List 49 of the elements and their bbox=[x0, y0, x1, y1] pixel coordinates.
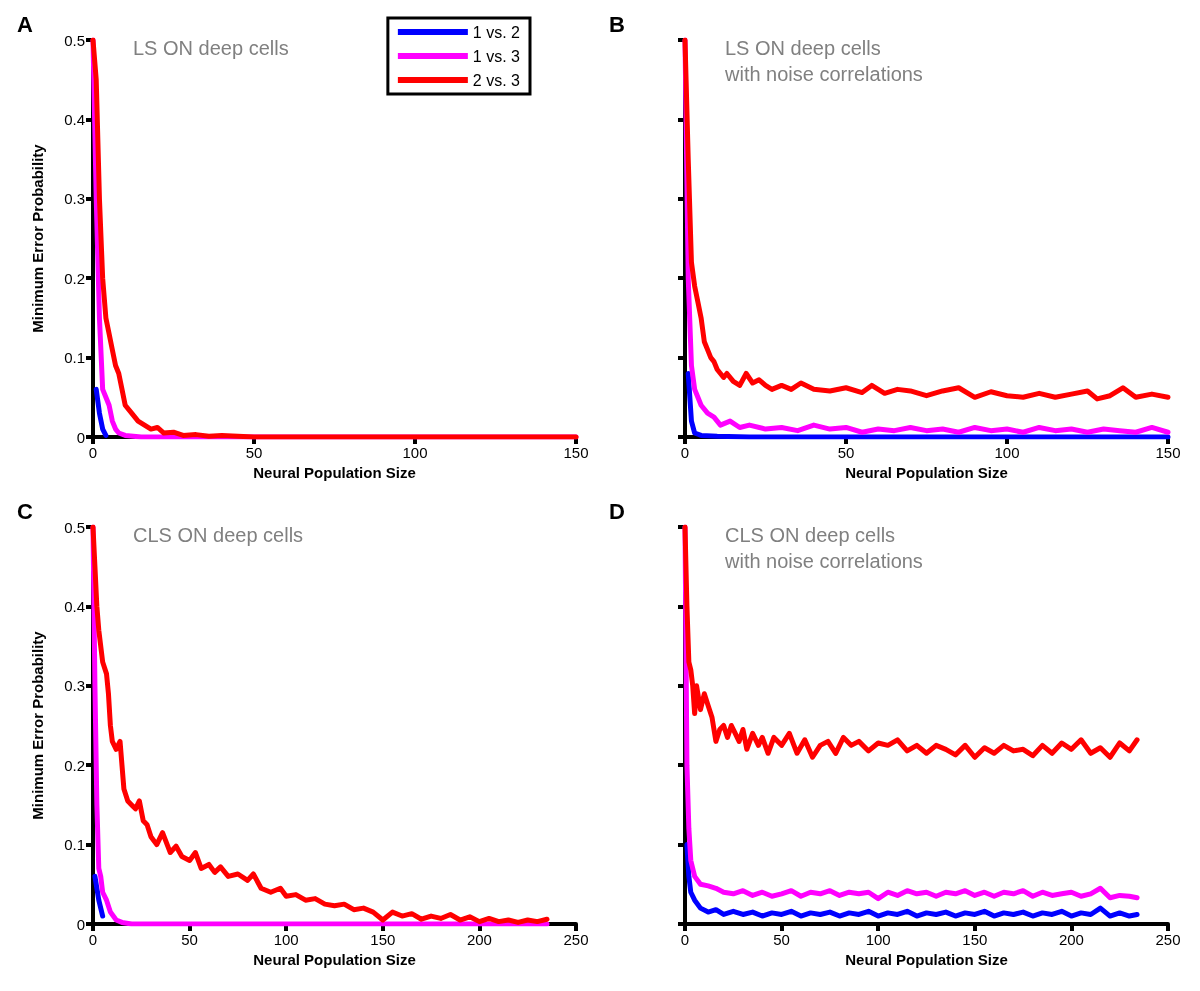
x-tick-label: 150 bbox=[1155, 444, 1181, 461]
x-tick-label: 50 bbox=[837, 444, 855, 461]
x-axis-title: Neural Population Size bbox=[253, 950, 416, 968]
x-tick-label: 0 bbox=[680, 931, 690, 948]
x-tick-label: 150 bbox=[370, 931, 396, 948]
y-tick-label: 0.2 bbox=[64, 756, 85, 774]
legend-label: 2 vs. 3 bbox=[472, 71, 521, 89]
x-tick-label: 250 bbox=[1155, 931, 1181, 948]
y-axis-title: Minimum Error Probability bbox=[29, 630, 46, 820]
chart-title: B bbox=[609, 11, 625, 37]
x-tick-label: 100 bbox=[865, 931, 891, 948]
x-tick-label: 0 bbox=[680, 444, 690, 461]
legend-label: 1 vs. 2 bbox=[472, 23, 521, 41]
y-tick-label: 0.4 bbox=[64, 110, 85, 128]
text: LS ON deep cells with noise correlations bbox=[724, 37, 923, 85]
x-tick-label: 50 bbox=[245, 444, 263, 461]
x-tick-label: 100 bbox=[402, 444, 428, 461]
chart-subtitle: CLS ON deep cells bbox=[133, 524, 304, 546]
y-tick-label: 0 bbox=[76, 915, 85, 933]
x-tick-label: 50 bbox=[181, 931, 198, 948]
x-tick-label: 150 bbox=[962, 931, 988, 948]
x-tick-label: 250 bbox=[563, 931, 589, 948]
y-tick-label: 0.5 bbox=[64, 518, 85, 536]
x-tick-label: 200 bbox=[1058, 931, 1084, 948]
y-tick-label: 0.1 bbox=[64, 349, 85, 367]
chart-subtitle: LS ON deep cells bbox=[133, 37, 289, 59]
x-axis-title: Neural Population Size bbox=[845, 950, 1008, 968]
y-tick-label: 0.2 bbox=[64, 269, 85, 287]
x-tick-label: 0 bbox=[88, 444, 98, 461]
text: CLS ON deep cells with noise correlations bbox=[724, 524, 923, 572]
x-tick-label: 0 bbox=[88, 931, 98, 948]
y-tick-label: 0.5 bbox=[64, 31, 85, 49]
chart-title: D bbox=[609, 498, 625, 524]
x-tick-label: 200 bbox=[466, 931, 492, 948]
x-tick-label: 150 bbox=[563, 444, 589, 461]
y-tick-label: 0.1 bbox=[64, 836, 85, 854]
y-tick-label: 0.4 bbox=[64, 597, 85, 615]
x-tick-label: 100 bbox=[273, 931, 299, 948]
chart-title: A bbox=[17, 11, 33, 37]
y-tick-label: 0 bbox=[76, 428, 85, 446]
y-axis-title: Minimum Error Probability bbox=[29, 143, 46, 333]
legend-label: 1 vs. 3 bbox=[472, 47, 521, 65]
y-tick-label: 0.3 bbox=[64, 190, 85, 208]
y-tick-label: 0.3 bbox=[64, 677, 85, 695]
x-tick-label: 100 bbox=[994, 444, 1020, 461]
chart-title: C bbox=[17, 498, 33, 524]
x-tick-label: 50 bbox=[773, 931, 790, 948]
x-axis-title: Neural Population Size bbox=[253, 463, 416, 481]
x-axis-title: Neural Population Size bbox=[845, 463, 1008, 481]
